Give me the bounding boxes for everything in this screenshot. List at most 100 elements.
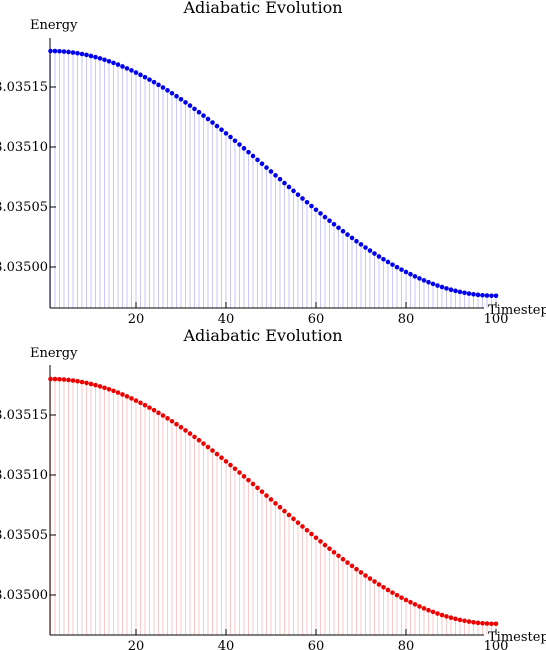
data-point xyxy=(313,535,319,541)
data-point xyxy=(228,462,233,468)
data-point xyxy=(147,77,152,82)
y-tick-label: 3.03505 xyxy=(0,528,48,543)
data-point xyxy=(345,232,350,237)
data-point xyxy=(178,424,184,430)
x-tick-label: 100 xyxy=(484,312,509,325)
data-point xyxy=(120,392,125,397)
data-point xyxy=(286,512,292,518)
data-point xyxy=(313,207,319,213)
data-point xyxy=(408,271,413,277)
x-tick-label: 20 xyxy=(128,639,145,650)
data-point xyxy=(237,470,242,475)
data-point xyxy=(232,466,238,472)
data-point xyxy=(178,96,184,102)
data-point xyxy=(399,595,404,600)
data-point xyxy=(340,228,346,234)
data-point xyxy=(354,566,359,572)
x-tick-label: 40 xyxy=(218,312,235,325)
data-point xyxy=(381,256,386,262)
data-point xyxy=(93,54,98,60)
data-point xyxy=(480,620,485,626)
data-point xyxy=(214,123,220,129)
data-point xyxy=(322,542,328,548)
data-point xyxy=(340,556,346,562)
data-point xyxy=(156,82,161,88)
data-point xyxy=(331,221,337,227)
data-point xyxy=(169,90,175,96)
data-point xyxy=(412,602,418,607)
drop-lines xyxy=(50,379,497,635)
data-point xyxy=(300,524,305,529)
x-axis-label: Timestep xyxy=(488,630,546,645)
data-point xyxy=(448,287,454,292)
data-point xyxy=(462,290,467,296)
data-point xyxy=(493,621,499,627)
data-point xyxy=(133,70,139,75)
data-point xyxy=(61,377,67,382)
data-point xyxy=(264,493,269,498)
data-point xyxy=(210,120,215,125)
data-point xyxy=(205,116,211,122)
data-point xyxy=(462,618,467,624)
data-point xyxy=(169,418,175,424)
data-point xyxy=(367,576,373,581)
data-point xyxy=(295,520,301,525)
data-point xyxy=(268,169,274,174)
data-point xyxy=(282,180,287,186)
data-point xyxy=(201,113,206,118)
x-tick-label: 60 xyxy=(308,639,325,650)
data-point xyxy=(489,621,494,627)
data-point xyxy=(367,248,373,253)
data-point xyxy=(322,214,328,220)
data-point xyxy=(327,546,332,551)
data-point xyxy=(214,451,220,457)
data-point xyxy=(102,57,107,63)
x-tick-label: 20 xyxy=(128,312,145,325)
x-tick-label: 100 xyxy=(484,639,509,650)
data-point xyxy=(318,211,323,216)
data-point xyxy=(205,444,211,450)
data-point xyxy=(133,398,139,403)
data-point xyxy=(187,431,193,436)
x-ticks: 20 40 60 80 100 xyxy=(128,629,509,650)
data-point xyxy=(192,106,197,112)
data-point xyxy=(295,192,301,197)
data-point xyxy=(84,380,89,386)
data-point xyxy=(385,259,391,265)
data-point xyxy=(430,609,436,615)
data-point xyxy=(484,293,490,298)
data-point xyxy=(142,402,148,408)
data-point xyxy=(277,504,283,510)
data-point xyxy=(246,477,251,483)
data-point xyxy=(66,377,71,383)
data-point xyxy=(394,264,400,270)
data-point xyxy=(403,269,409,275)
data-point xyxy=(165,416,170,421)
data-point xyxy=(471,619,476,625)
data-point xyxy=(471,291,476,297)
data-point xyxy=(363,573,368,578)
data-point xyxy=(66,49,71,55)
data-point xyxy=(394,592,400,598)
data-point xyxy=(52,376,58,382)
data-point xyxy=(75,50,80,56)
data-point xyxy=(97,384,103,389)
data-point xyxy=(300,196,305,201)
data-point xyxy=(493,293,499,299)
y-tick-label: 3.03515 xyxy=(0,80,48,95)
x-axis-label: Timestep xyxy=(488,303,546,318)
data-point xyxy=(480,292,485,298)
data-point xyxy=(372,251,377,256)
data-point xyxy=(457,617,463,623)
data-point xyxy=(444,614,449,619)
data-point xyxy=(138,400,143,406)
y-ticks: 3.03515 3.03510 3.03505 3.03500 xyxy=(0,80,56,275)
data-point xyxy=(75,378,80,384)
y-ticks: 3.03515 3.03510 3.03505 3.03500 xyxy=(0,408,56,603)
chart-top: Adiabatic Evolution Energy Timestep 3.03… xyxy=(0,0,546,325)
data-point xyxy=(268,497,274,502)
data-point xyxy=(417,276,422,281)
y-tick-label: 3.03505 xyxy=(0,200,48,215)
data-point xyxy=(196,437,202,443)
